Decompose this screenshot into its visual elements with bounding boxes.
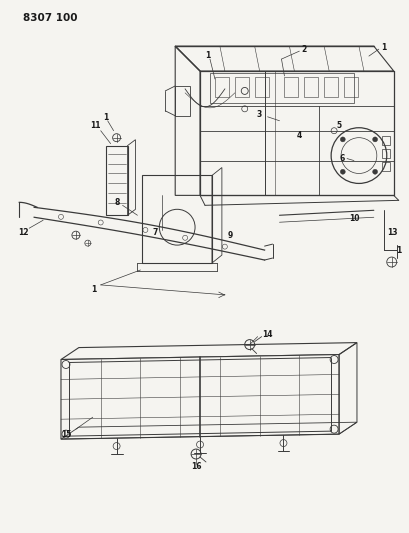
Text: 13: 13 (387, 228, 397, 237)
Bar (381, 161, 389, 171)
Bar (214, 77, 228, 97)
Text: 7: 7 (153, 228, 158, 237)
Text: 8307 100: 8307 100 (23, 13, 78, 23)
Text: 9: 9 (227, 231, 232, 240)
Bar (381, 136, 389, 144)
Circle shape (372, 137, 377, 142)
Text: 5: 5 (336, 121, 341, 130)
Bar (284, 77, 298, 97)
Bar (234, 77, 248, 97)
Text: 3: 3 (256, 110, 262, 119)
Polygon shape (61, 354, 338, 439)
Text: 11: 11 (90, 121, 101, 130)
Bar (343, 77, 357, 97)
Text: 2: 2 (301, 45, 306, 54)
Text: 1: 1 (205, 51, 210, 60)
Bar (324, 77, 337, 97)
Text: 1: 1 (103, 114, 108, 122)
Text: 6: 6 (339, 154, 344, 163)
Text: 10: 10 (348, 214, 358, 223)
Text: 15: 15 (61, 430, 71, 439)
Bar (303, 77, 317, 97)
Text: 4: 4 (296, 131, 301, 140)
Text: 1: 1 (395, 246, 400, 255)
Circle shape (339, 169, 344, 174)
Text: 14: 14 (262, 330, 272, 339)
Text: 12: 12 (18, 228, 28, 237)
Circle shape (339, 137, 344, 142)
Bar (209, 73, 353, 103)
Text: 1: 1 (380, 43, 385, 52)
Bar (254, 77, 268, 97)
Text: 8: 8 (115, 198, 120, 207)
Bar (381, 149, 389, 158)
Circle shape (372, 169, 377, 174)
Text: 16: 16 (190, 463, 201, 472)
Text: 1: 1 (91, 285, 96, 294)
